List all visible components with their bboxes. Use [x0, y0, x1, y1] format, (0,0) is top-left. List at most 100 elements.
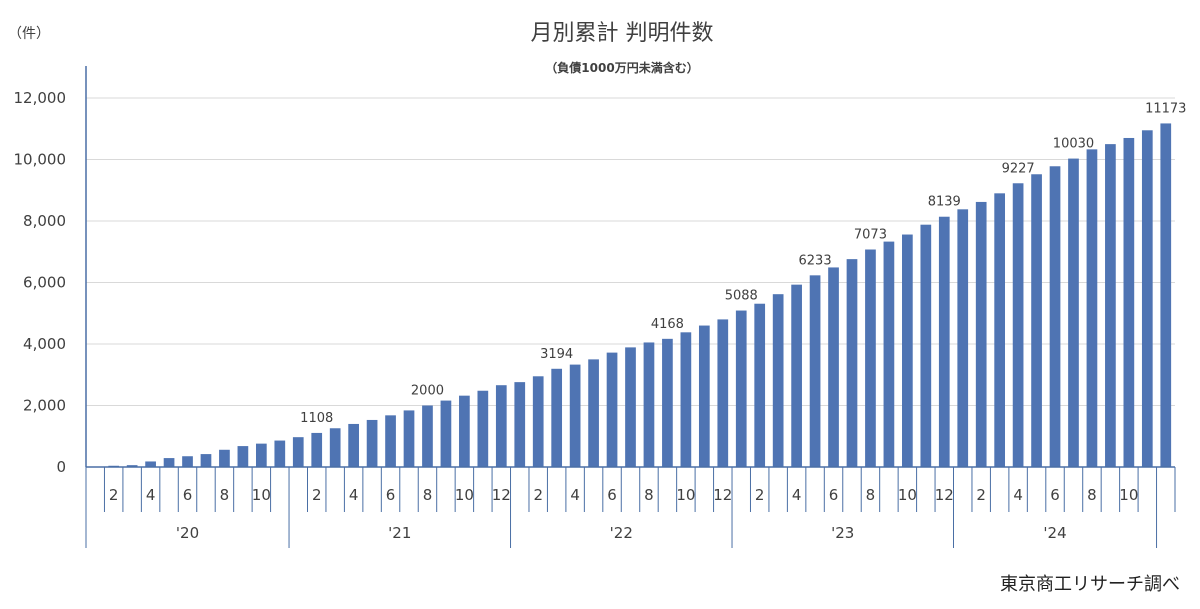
bar	[422, 405, 433, 467]
bar	[329, 428, 341, 467]
bar	[606, 352, 618, 467]
x-tick-label: 8	[644, 486, 654, 504]
bar	[865, 249, 876, 467]
data-label: 4168	[651, 317, 684, 332]
x-tick-label: 8	[220, 486, 230, 504]
data-label: 2000	[411, 384, 444, 399]
bar	[532, 376, 544, 467]
bar	[274, 440, 286, 467]
y-axis-unit: （件）	[8, 26, 50, 42]
bar	[1160, 123, 1172, 468]
data-label: 10030	[1053, 137, 1094, 152]
bar	[902, 234, 913, 467]
bar	[311, 432, 323, 467]
bar	[828, 267, 839, 467]
bar	[754, 303, 766, 467]
gridlines	[86, 97, 1175, 406]
bar	[459, 395, 470, 467]
data-label: 9227	[1002, 161, 1035, 176]
bar	[385, 415, 396, 467]
bar	[1141, 130, 1153, 467]
bar	[994, 193, 1006, 467]
x-tick-label: 4	[570, 486, 580, 504]
bar	[514, 382, 526, 467]
x-tick-label: 6	[1050, 486, 1060, 504]
x-tick-label: 10	[252, 486, 271, 504]
bar	[1012, 183, 1024, 467]
x-tick-label: 10	[455, 486, 474, 504]
bar	[182, 456, 193, 467]
bar	[440, 400, 452, 467]
x-tick-label: 12	[935, 486, 954, 504]
data-label: 3194	[540, 347, 573, 362]
bar	[1105, 144, 1116, 467]
data-label: 8139	[928, 195, 961, 210]
chart-subtitle: （負債1000万円未満含む）	[545, 60, 698, 75]
y-axis-ticks: 0 2,000 4,000 6,000 8,000 10,000 12,000	[14, 89, 67, 476]
bar	[403, 410, 415, 467]
bar	[126, 465, 138, 467]
x-tick-label: 6	[607, 486, 617, 504]
bar	[735, 310, 747, 467]
x-tick-label: 2	[755, 486, 765, 504]
bar	[680, 332, 692, 467]
bar	[883, 241, 895, 467]
year-label: '22	[610, 524, 633, 542]
x-tick-label: 4	[792, 486, 802, 504]
bar	[791, 284, 802, 467]
y-tick-label: 12,000	[14, 89, 67, 107]
bar	[625, 347, 636, 467]
bar	[643, 342, 655, 467]
bar	[348, 423, 359, 467]
y-tick-label: 10,000	[14, 151, 67, 169]
y-tick-label: 0	[56, 458, 66, 476]
data-label: 6233	[799, 253, 832, 268]
bar	[1123, 137, 1135, 467]
chart-title: 月別累計 判明件数	[531, 21, 714, 46]
y-tick-label: 6,000	[23, 274, 66, 292]
x-tick-label: 8	[1087, 486, 1097, 504]
bar	[1049, 166, 1061, 467]
bar	[237, 446, 249, 467]
x-tick-label: 6	[386, 486, 396, 504]
bar	[846, 259, 858, 467]
bar	[569, 364, 581, 467]
bars	[89, 123, 1172, 468]
bar	[1086, 149, 1098, 468]
year-label: '21	[388, 524, 411, 542]
x-tick-label: 10	[676, 486, 695, 504]
x-tick-label: 2	[976, 486, 986, 504]
y-tick-label: 8,000	[23, 212, 66, 230]
x-tick-label: 6	[183, 486, 193, 504]
bar	[975, 201, 987, 467]
x-tick-label: 12	[713, 486, 732, 504]
data-label: 5088	[725, 289, 758, 304]
bar	[717, 319, 729, 467]
bar	[1031, 174, 1042, 467]
data-label: 1108	[300, 411, 333, 426]
x-tick-label: 2	[109, 486, 119, 504]
data-labels: 1108 2000 3194 4168 5088 6233 7073 8139 9227 1003…	[300, 101, 1186, 425]
bar	[809, 275, 821, 467]
bar	[772, 294, 784, 467]
x-tick-label: 10	[1119, 486, 1138, 504]
year-label: '23	[831, 524, 854, 542]
bar	[255, 443, 267, 467]
bar	[551, 368, 563, 467]
x-tick-label: 2	[533, 486, 543, 504]
y-tick-label: 2,000	[23, 397, 66, 415]
x-tick-label: 6	[829, 486, 839, 504]
x-tick-label: 4	[1013, 486, 1023, 504]
bar	[662, 338, 673, 467]
bar	[698, 325, 710, 467]
x-tick-label: 4	[146, 486, 156, 504]
bar	[957, 209, 969, 467]
bar	[200, 454, 212, 467]
bar	[145, 461, 156, 467]
x-tick-label: 4	[349, 486, 359, 504]
x-tick-label: 2	[312, 486, 322, 504]
bar	[477, 390, 489, 467]
bar	[219, 449, 230, 467]
bar	[1068, 158, 1079, 467]
